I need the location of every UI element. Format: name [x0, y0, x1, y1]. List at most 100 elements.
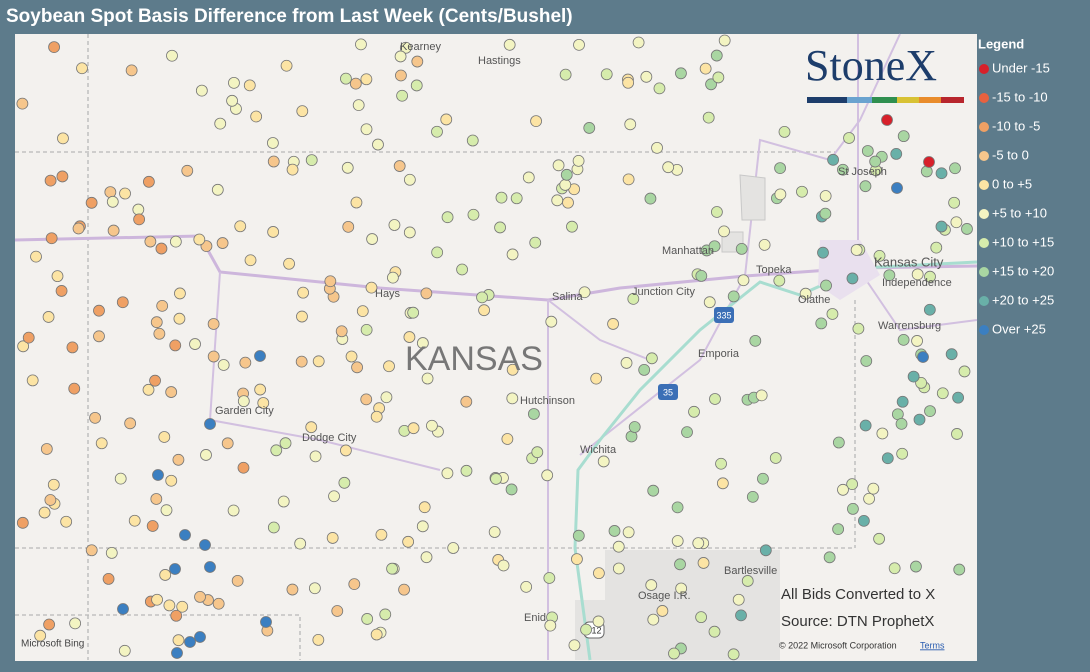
place: Hays — [375, 288, 401, 300]
bid-dot — [572, 154, 585, 167]
bid-dot — [22, 331, 35, 344]
bid-dot — [712, 71, 725, 84]
bid-dot — [104, 186, 117, 198]
bid-dot — [416, 337, 429, 349]
bid-dot — [716, 477, 729, 490]
bid-dot — [600, 68, 613, 81]
bid-dot — [399, 41, 412, 54]
bid-dot — [114, 472, 127, 485]
bid-dot — [85, 544, 98, 557]
bid-dot — [568, 639, 581, 652]
bid-dot — [125, 64, 138, 77]
bid-dot — [128, 514, 141, 527]
place: Enid — [524, 612, 546, 624]
terms-link[interactable]: Terms — [920, 640, 945, 650]
bid-dot — [860, 355, 873, 367]
bid-dot — [530, 115, 542, 127]
bid-dot — [769, 452, 782, 464]
bid-dot — [837, 163, 849, 176]
bid-dot — [350, 196, 363, 209]
bid-dot — [746, 490, 759, 503]
bid-dot — [117, 603, 129, 615]
bid-dot — [153, 327, 166, 340]
bid-dot — [881, 452, 894, 465]
bid-dot — [727, 290, 740, 303]
bid-dot — [573, 38, 585, 51]
bid-dot — [441, 467, 454, 480]
bid-dot — [155, 242, 168, 255]
bid-dot — [774, 188, 787, 201]
bid-dot — [204, 561, 216, 573]
bid-dot — [559, 179, 572, 191]
bid-dot — [815, 317, 828, 330]
place: Osage I.R. — [638, 590, 691, 602]
bid-dot — [647, 613, 660, 626]
bid-dot — [545, 315, 558, 328]
note: Source: DTN ProphetX — [781, 613, 934, 630]
bid-dot — [583, 122, 596, 134]
bid-dot — [923, 156, 935, 168]
bid-dot — [160, 504, 173, 517]
place: Wichita — [580, 444, 617, 456]
bid-dot — [294, 537, 307, 550]
place: Hastings — [478, 55, 521, 67]
bid-dot — [40, 443, 53, 455]
bid-dot — [488, 526, 501, 538]
bid-dot — [116, 296, 129, 309]
place: Kansas City — [874, 254, 944, 269]
bid-dot — [774, 162, 786, 175]
bid-dot — [45, 232, 58, 245]
bid-dot — [159, 569, 172, 581]
bid-dot — [578, 286, 591, 299]
bid-dot — [244, 254, 257, 267]
bid-dot — [869, 155, 882, 168]
bid-dot — [911, 268, 924, 281]
bid-dot — [338, 476, 351, 489]
bid-dot — [681, 426, 693, 439]
legend: Under -15 -15 to -10 -10 to -5 -5 to 0 0 to … — [979, 60, 1054, 336]
bid-dot — [212, 597, 225, 610]
bid-dot — [156, 299, 169, 312]
bid-dot — [895, 417, 908, 430]
bid-dot — [360, 393, 373, 406]
bid-dot — [309, 450, 322, 463]
bid-dot — [520, 580, 533, 593]
bid-dot — [335, 325, 348, 338]
bid-dot — [296, 310, 308, 323]
place: Independence — [882, 277, 952, 289]
bid-dot — [43, 618, 56, 631]
bid-dot — [193, 233, 206, 246]
bid-dot — [403, 173, 416, 186]
logo-text: StoneX — [805, 41, 937, 90]
bid-dot — [478, 304, 490, 317]
bid-dot — [234, 220, 247, 233]
bid-dot — [107, 224, 120, 237]
bid-dot — [331, 605, 344, 617]
legend-title: Legend — [978, 36, 1024, 51]
bid-dot — [727, 648, 740, 661]
bid-dot — [169, 235, 182, 248]
bid-dot — [361, 613, 374, 625]
bid-dot — [799, 287, 812, 300]
bid-dot — [476, 291, 488, 304]
bid-dot — [644, 192, 657, 205]
bid-dot — [827, 153, 840, 166]
bid-dot — [431, 125, 443, 138]
bid-dot — [819, 207, 832, 220]
bid-dot — [351, 361, 363, 374]
bid-dot — [426, 419, 438, 432]
bid-dot — [935, 220, 948, 233]
bid-dot — [169, 563, 181, 575]
legend-label: -5 to 0 — [992, 147, 1029, 162]
bid-dot — [628, 421, 641, 433]
legend-label: +15 to +20 — [992, 263, 1054, 278]
bid-dot — [324, 275, 337, 288]
bid-dot — [370, 410, 383, 423]
bid-dot — [846, 478, 859, 491]
bid-dot — [627, 292, 640, 305]
bid-dot — [566, 220, 578, 233]
bid-dot — [431, 246, 444, 259]
bid-dot — [907, 370, 920, 383]
bid-dot — [873, 250, 886, 262]
bid-dot — [861, 145, 874, 157]
